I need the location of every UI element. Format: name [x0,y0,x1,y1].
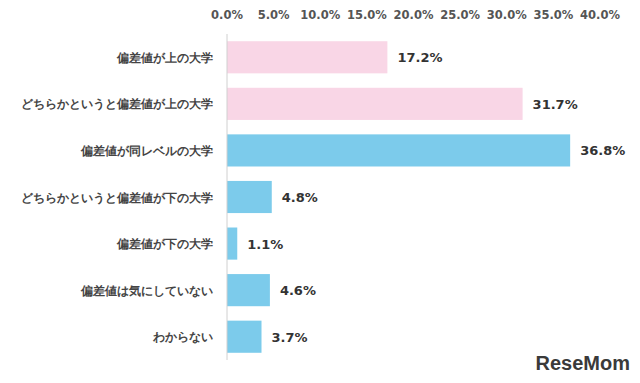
category-label: 偏差値は気にしていない [80,284,213,298]
axis-line [227,34,228,360]
chart-svg: 0.0% 5.0% 10.0% 15.0% 20.0% 25.0% 30.0% 35.0% 40… [0,0,640,383]
data-label: 4.8% [282,190,318,205]
chart-container: 0.0% 5.0% 10.0% 15.0% 20.0% 25.0% 30.0% 35.0% 40… [0,0,640,383]
watermark: ReseMom [536,352,630,374]
category-label: 偏差値が上の大学 [116,51,213,65]
bar [227,228,237,260]
data-label: 1.1% [247,237,283,252]
bar [227,88,523,120]
bars [227,41,570,353]
category-label: どちらかというと偏差値が上の大学 [21,97,213,111]
category-label: どちらかというと偏差値が下の大学 [21,191,213,205]
tick-label: 35.0% [533,8,573,22]
tick-label: 10.0% [300,8,340,22]
category-label: 偏差値が下の大学 [116,237,213,251]
data-label: 3.7% [272,330,308,345]
tick-label: 30.0% [487,8,527,22]
data-label: 31.7% [533,97,578,112]
bar [227,181,272,213]
bar [227,134,570,166]
category-label: 偏差値が同レベルの大学 [80,144,213,158]
data-label: 17.2% [397,50,442,65]
data-label: 36.8% [580,143,625,158]
tick-label: 15.0% [347,8,387,22]
tick-label: 25.0% [440,8,480,22]
tick-label: 20.0% [394,8,434,22]
tick-label: 40.0% [580,8,620,22]
tick-label: 0.0% [211,8,243,22]
bar [227,274,270,306]
bar [227,321,262,353]
bar [227,41,387,73]
category-label: わからない [152,330,213,344]
data-label: 4.6% [280,283,316,298]
tick-label: 5.0% [258,8,290,22]
